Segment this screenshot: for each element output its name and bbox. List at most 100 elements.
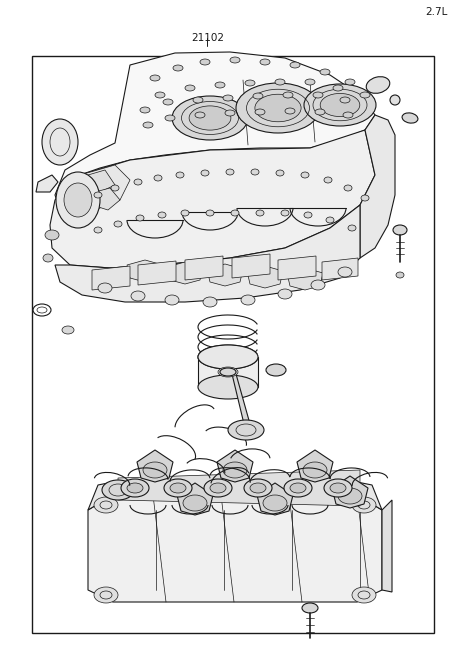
Ellipse shape [302, 462, 326, 478]
Ellipse shape [253, 93, 262, 99]
Polygon shape [55, 52, 374, 215]
Ellipse shape [329, 483, 345, 493]
Ellipse shape [325, 217, 333, 223]
Ellipse shape [163, 99, 173, 105]
Polygon shape [331, 476, 367, 508]
Ellipse shape [249, 483, 265, 493]
Polygon shape [381, 500, 391, 592]
Ellipse shape [300, 172, 308, 178]
Ellipse shape [276, 170, 283, 176]
Ellipse shape [344, 79, 354, 85]
Polygon shape [55, 205, 359, 302]
Ellipse shape [164, 479, 192, 497]
Polygon shape [85, 170, 115, 192]
Polygon shape [88, 480, 381, 510]
Ellipse shape [140, 107, 150, 113]
Ellipse shape [323, 177, 331, 183]
Ellipse shape [304, 212, 311, 218]
Ellipse shape [183, 495, 207, 511]
Polygon shape [286, 268, 322, 290]
Ellipse shape [265, 364, 285, 376]
Polygon shape [207, 264, 243, 286]
Polygon shape [296, 450, 332, 482]
Ellipse shape [198, 345, 258, 369]
Polygon shape [246, 266, 282, 288]
Ellipse shape [389, 95, 399, 105]
Ellipse shape [337, 267, 351, 277]
Ellipse shape [94, 497, 118, 513]
Polygon shape [92, 188, 120, 210]
Ellipse shape [347, 225, 355, 231]
Ellipse shape [339, 97, 349, 103]
Ellipse shape [312, 92, 322, 98]
Ellipse shape [194, 112, 205, 118]
Ellipse shape [290, 62, 299, 68]
Polygon shape [166, 262, 202, 284]
Ellipse shape [184, 85, 194, 91]
Ellipse shape [45, 230, 59, 240]
Ellipse shape [255, 210, 263, 216]
Ellipse shape [222, 95, 232, 101]
Ellipse shape [189, 106, 230, 130]
Ellipse shape [154, 175, 161, 181]
Ellipse shape [230, 210, 239, 216]
Ellipse shape [282, 92, 292, 98]
Ellipse shape [94, 192, 102, 198]
Ellipse shape [102, 480, 133, 500]
Ellipse shape [158, 212, 166, 218]
Ellipse shape [114, 221, 122, 227]
Polygon shape [138, 261, 175, 285]
Ellipse shape [235, 83, 319, 133]
Ellipse shape [274, 79, 285, 85]
Ellipse shape [226, 169, 234, 175]
Ellipse shape [319, 69, 329, 75]
Ellipse shape [259, 59, 269, 65]
Ellipse shape [64, 183, 92, 217]
Polygon shape [127, 260, 163, 282]
Ellipse shape [172, 96, 248, 140]
Ellipse shape [180, 210, 189, 216]
Ellipse shape [43, 254, 53, 262]
Ellipse shape [343, 185, 351, 191]
Ellipse shape [56, 172, 100, 228]
Ellipse shape [301, 603, 318, 613]
Ellipse shape [198, 375, 258, 399]
Ellipse shape [222, 462, 246, 478]
Polygon shape [216, 450, 253, 482]
Text: 2.7L: 2.7L [424, 7, 446, 17]
Polygon shape [231, 374, 249, 424]
Ellipse shape [173, 65, 183, 71]
Ellipse shape [111, 185, 119, 191]
Ellipse shape [250, 169, 258, 175]
Ellipse shape [332, 85, 342, 91]
Ellipse shape [225, 110, 235, 116]
Polygon shape [257, 483, 292, 515]
Ellipse shape [98, 283, 112, 293]
Ellipse shape [155, 92, 165, 98]
Bar [32, 56, 433, 633]
Ellipse shape [175, 172, 184, 178]
Ellipse shape [351, 587, 375, 603]
Polygon shape [198, 357, 258, 387]
Ellipse shape [365, 76, 389, 93]
Ellipse shape [342, 112, 352, 118]
Ellipse shape [143, 462, 166, 478]
Ellipse shape [254, 109, 264, 115]
Ellipse shape [262, 495, 286, 511]
Polygon shape [50, 130, 374, 268]
Ellipse shape [401, 113, 417, 123]
Polygon shape [137, 450, 173, 482]
Polygon shape [92, 266, 130, 290]
Ellipse shape [395, 272, 403, 278]
Ellipse shape [203, 479, 231, 497]
Ellipse shape [94, 227, 102, 233]
Ellipse shape [359, 92, 369, 98]
Polygon shape [359, 115, 394, 258]
Text: 21102: 21102 [191, 33, 224, 43]
Polygon shape [321, 258, 357, 280]
Ellipse shape [94, 587, 118, 603]
Ellipse shape [202, 297, 216, 307]
Ellipse shape [244, 479, 272, 497]
Ellipse shape [217, 367, 238, 377]
Ellipse shape [42, 119, 78, 165]
